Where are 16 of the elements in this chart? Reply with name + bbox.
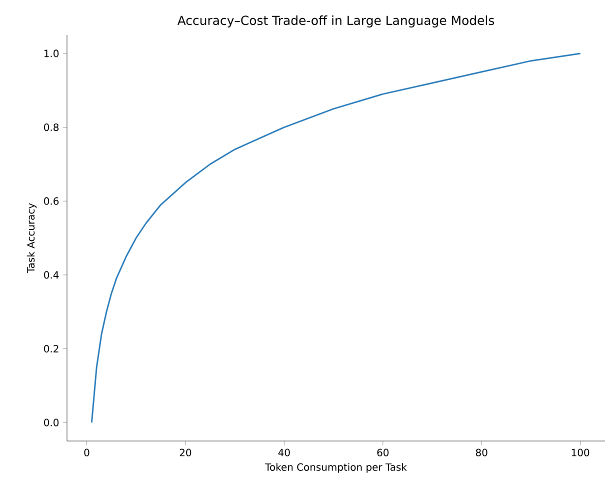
y-tick-label: 1.0 <box>44 50 59 58</box>
y-axis-title: Task Accuracy <box>26 203 37 274</box>
x-tick-label: 20 <box>180 448 192 456</box>
x-tick-label: 100 <box>572 448 590 456</box>
y-tick-label: 0.8 <box>44 123 59 132</box>
y-tick-label: 0.4 <box>44 271 59 279</box>
x-tick-label: 0 <box>84 448 90 456</box>
y-tick-label: 0.0 <box>44 418 59 426</box>
x-tick-label: 40 <box>278 448 290 456</box>
x-tick-label: 80 <box>476 448 488 456</box>
line-series <box>90 52 582 424</box>
y-tick-label: 0.6 <box>44 197 59 205</box>
x-axis-title: Token Consumption per Task <box>265 463 407 473</box>
x-tick-label: 60 <box>377 448 389 456</box>
y-tick-label: 0.2 <box>44 344 58 352</box>
chart-title: Accuracy–Cost Trade-off in Large Language Models <box>177 15 494 28</box>
